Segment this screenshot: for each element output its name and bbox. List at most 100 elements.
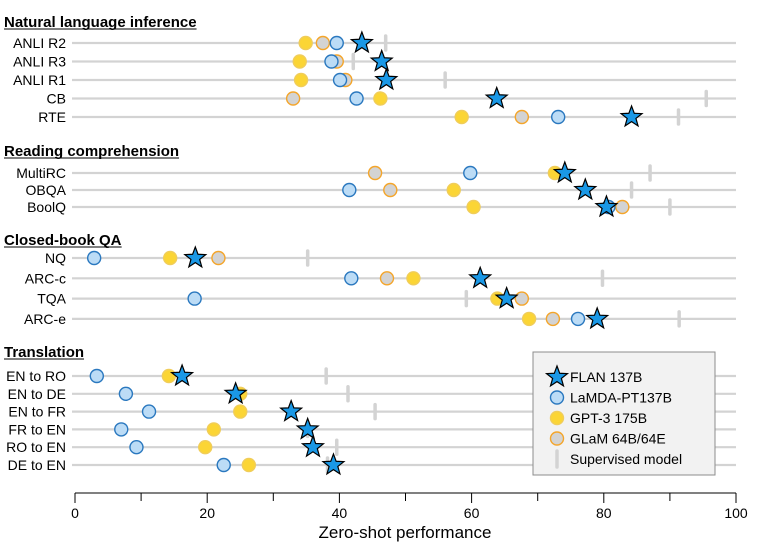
lamda-marker bbox=[324, 54, 339, 69]
gpt3-marker bbox=[241, 457, 257, 473]
legend-item-lamda: LaMDA-PT137B bbox=[549, 390, 672, 406]
glam-marker bbox=[615, 199, 630, 215]
task-label: EN to FR bbox=[8, 404, 66, 420]
flan-marker bbox=[494, 285, 519, 309]
lamda-marker bbox=[342, 182, 357, 198]
gpt3-marker bbox=[298, 35, 313, 51]
section-title: Translation bbox=[4, 344, 84, 361]
task-row: RTE bbox=[38, 104, 736, 128]
legend: FLAN 137B LaMDA-PT137B GPT-3 175B GLaM 64B/… bbox=[532, 351, 716, 476]
glam-marker bbox=[514, 291, 530, 306]
flan-marker bbox=[321, 452, 346, 476]
lamda-marker bbox=[570, 311, 586, 327]
flan-marker bbox=[468, 265, 493, 289]
flan-marker bbox=[349, 30, 374, 54]
task-label: OBQA bbox=[26, 182, 67, 198]
flan-marker bbox=[484, 85, 509, 109]
legend-label: GLaM 64B/64E bbox=[570, 431, 666, 447]
task-row: ARC-e bbox=[24, 306, 736, 330]
gpt3-marker bbox=[293, 72, 309, 88]
task-label: ARC-e bbox=[24, 311, 66, 327]
lamda-marker bbox=[118, 386, 134, 401]
flan-marker bbox=[594, 194, 619, 218]
x-axis-title: Zero-shot performance bbox=[319, 523, 492, 542]
lamda-marker bbox=[114, 422, 129, 437]
glam-marker bbox=[315, 35, 331, 51]
flan-marker bbox=[369, 48, 394, 72]
gpt3-marker bbox=[161, 368, 177, 384]
glam-marker bbox=[285, 91, 301, 106]
section-title: Closed-book QA bbox=[4, 232, 122, 249]
task-row: ANLI R1 bbox=[13, 67, 736, 91]
lamda-marker bbox=[216, 457, 231, 473]
lamda-marker bbox=[349, 91, 364, 106]
x-tick-label: 0 bbox=[71, 505, 79, 521]
lamda-marker bbox=[187, 291, 202, 306]
x-tick-label: 20 bbox=[199, 505, 215, 521]
flan-marker bbox=[374, 67, 399, 91]
legend-item-glam: GLaM 64B/64E bbox=[549, 431, 666, 447]
gpt3-marker bbox=[233, 404, 248, 419]
x-axis: 0 20 40 60 80 100 bbox=[71, 492, 748, 521]
glam-marker bbox=[383, 182, 398, 198]
task-label: BoolQ bbox=[27, 199, 66, 215]
legend-box bbox=[532, 351, 716, 476]
legend-glam-marker bbox=[549, 431, 565, 446]
glam-marker bbox=[545, 311, 561, 327]
legend-label: FLAN 137B bbox=[570, 369, 642, 385]
task-label: TQA bbox=[37, 291, 66, 307]
task-label: RO to EN bbox=[6, 439, 66, 455]
flan-marker bbox=[619, 104, 644, 128]
flan-marker bbox=[223, 381, 248, 405]
flan-marker bbox=[279, 398, 304, 422]
gpt3-marker bbox=[446, 182, 461, 198]
legend-flan-marker bbox=[544, 364, 570, 388]
flan-marker bbox=[295, 416, 320, 440]
gpt3-marker bbox=[162, 250, 178, 266]
flan-marker bbox=[169, 363, 195, 387]
task-label: FR to EN bbox=[8, 421, 66, 437]
x-tick-label: 60 bbox=[464, 505, 480, 521]
legend-gpt3-marker bbox=[549, 410, 565, 426]
lamda-marker bbox=[463, 165, 478, 181]
glam-marker bbox=[367, 165, 383, 181]
glam-marker bbox=[211, 250, 226, 266]
legend-label: GPT-3 175B bbox=[570, 410, 647, 426]
task-label: ANLI R1 bbox=[13, 72, 66, 88]
task-label: DE to EN bbox=[8, 457, 66, 473]
lamda-marker bbox=[141, 404, 157, 419]
task-row: ARC-c bbox=[25, 265, 736, 289]
legend-label: Supervised model bbox=[570, 451, 682, 467]
flan-marker bbox=[300, 434, 326, 458]
glam-marker bbox=[514, 109, 530, 125]
task-label: EN to RO bbox=[6, 368, 66, 384]
task-label: ARC-c bbox=[25, 270, 66, 286]
lamda-marker bbox=[89, 368, 105, 384]
lamda-marker bbox=[329, 35, 344, 51]
legend-lamda-marker bbox=[549, 390, 565, 405]
lamda-marker bbox=[332, 72, 348, 88]
task-label: MultiRC bbox=[16, 165, 66, 181]
gpt3-marker bbox=[406, 271, 421, 286]
flan-marker bbox=[183, 245, 208, 269]
gpt3-marker bbox=[521, 311, 537, 327]
lamda-marker bbox=[550, 109, 566, 125]
x-tick-label: 80 bbox=[596, 505, 612, 521]
flan-marker bbox=[552, 160, 577, 184]
task-label: EN to DE bbox=[8, 386, 66, 402]
gpt3-marker bbox=[373, 91, 388, 106]
task-label: RTE bbox=[38, 109, 66, 125]
lamda-marker bbox=[129, 440, 144, 455]
task-row: MultiRC bbox=[16, 160, 736, 184]
legend-item-gpt3: GPT-3 175B bbox=[549, 410, 647, 426]
task-label: CB bbox=[47, 91, 66, 107]
task-row: BoolQ bbox=[27, 194, 736, 218]
task-row: NQ bbox=[45, 245, 736, 269]
task-row: ANLI R2 bbox=[13, 30, 736, 54]
task-row: ANLI R3 bbox=[13, 48, 736, 72]
gpt3-marker bbox=[454, 109, 469, 125]
x-tick-label: 100 bbox=[724, 505, 748, 521]
